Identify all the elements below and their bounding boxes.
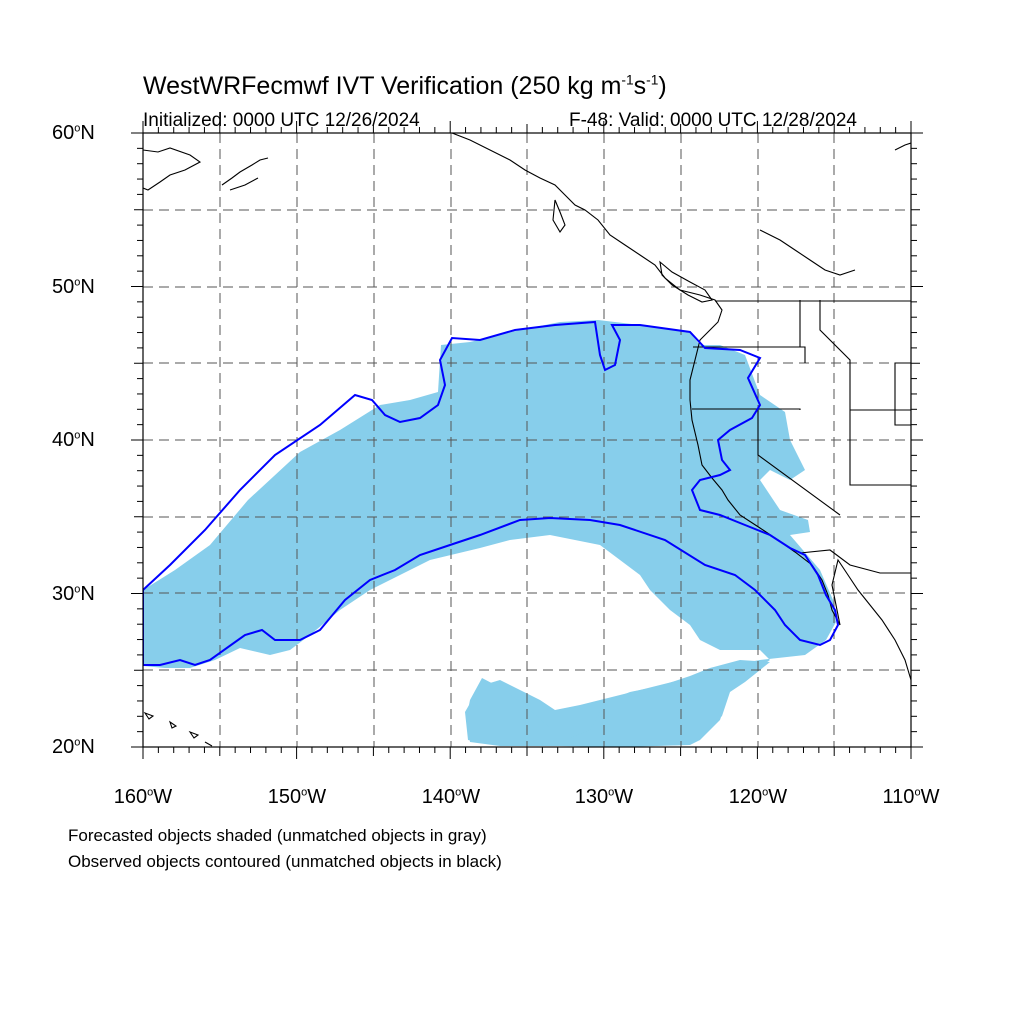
hawaii-islands xyxy=(143,711,213,747)
lon-label-110w: 110oW xyxy=(882,786,940,808)
forecast-objects xyxy=(143,320,836,747)
gulf-of-alaska-coast xyxy=(451,133,841,626)
lat-label-20: 20oN xyxy=(52,736,95,758)
map-frame xyxy=(131,121,923,759)
haida-gwaii xyxy=(552,199,566,234)
canada-inland xyxy=(759,142,911,276)
lat-label-60: 60oN xyxy=(52,122,95,144)
legend-note-forecast: Forecasted objects shaded (unmatched obj… xyxy=(68,826,487,845)
vancouver-island xyxy=(659,260,713,303)
map-title: WestWRFecmwf IVT Verification (250 kg m-… xyxy=(143,72,667,100)
observed-objects xyxy=(143,320,840,667)
lat-label-40: 40oN xyxy=(52,429,95,451)
legend-note-observed: Observed objects contoured (unmatched ob… xyxy=(68,852,502,871)
aleutian-islands xyxy=(221,157,269,191)
alaska-coast xyxy=(143,147,202,191)
initialized-time: Initialized: 0000 UTC 12/26/2024 xyxy=(143,110,420,131)
lon-label-160w: 160oW xyxy=(113,786,173,808)
valid-time: F-48: Valid: 0000 UTC 12/28/2024 xyxy=(569,110,857,131)
lon-label-140w: 140oW xyxy=(421,786,481,808)
us-state-borders xyxy=(692,300,911,516)
mexico-border xyxy=(799,549,911,574)
lat-label-50: 50oN xyxy=(52,276,95,298)
baja-california xyxy=(831,558,911,681)
lon-label-120w: 120oW xyxy=(728,786,788,808)
lon-label-150w: 150oW xyxy=(267,786,327,808)
forecast-object-subtropical xyxy=(466,660,770,747)
observed-object-main xyxy=(143,320,840,667)
coastlines xyxy=(143,133,911,747)
forecast-object-main xyxy=(143,320,836,747)
lon-label-130w: 130oW xyxy=(574,786,634,808)
lat-label-30: 30oN xyxy=(52,583,95,605)
